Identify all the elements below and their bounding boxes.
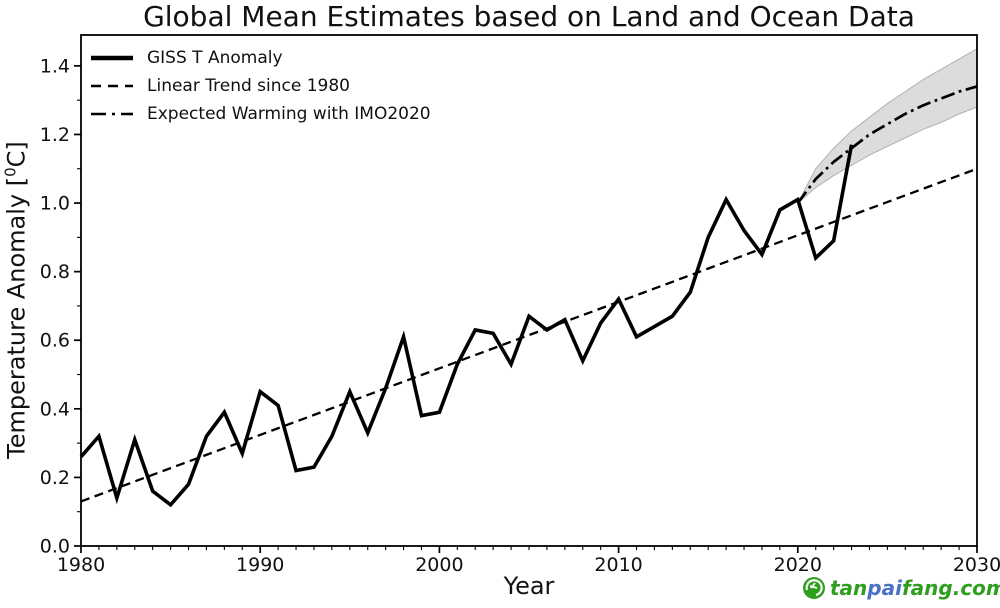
solid-line-icon (91, 55, 133, 61)
watermark-part: fang.com (901, 576, 1000, 600)
x-tick-label: 2030 (953, 554, 1000, 576)
dashdot-line-icon (91, 112, 133, 116)
watermark-part: tan (830, 576, 868, 600)
legend-label: Linear Trend since 1980 (147, 76, 350, 96)
x-tick-label: 2020 (774, 554, 822, 576)
y-tick-label: 0.0 (40, 536, 70, 558)
expected-warming-line (796, 85, 978, 204)
y-tick-label: 1.0 (40, 193, 70, 215)
watermark: tanpaifang.com (802, 576, 1000, 600)
y-tick-label: 0.4 (40, 398, 70, 420)
plot-border (80, 34, 978, 547)
giss-anomaly-line (79, 144, 854, 508)
linear-trend-line (80, 167, 978, 503)
x-tick-label: 1980 (57, 554, 105, 576)
x-tick-label: 2010 (594, 554, 642, 576)
y-tick-label: 0.2 (40, 467, 70, 489)
legend-label: GISS T Anomaly (147, 48, 283, 68)
legend-item-expected: Expected Warming with IMO2020 (90, 100, 431, 128)
legend-label: Expected Warming with IMO2020 (147, 104, 431, 124)
uncertainty-band (797, 47, 978, 204)
x-axis-label: Year (503, 572, 555, 600)
x-tick-label: 2000 (415, 554, 463, 576)
y-tick-label: 0.8 (40, 261, 70, 283)
legend-item-giss: GISS T Anomaly (90, 44, 431, 72)
y-tick-label: 0.6 (40, 330, 70, 352)
legend-item-trend: Linear Trend since 1980 (90, 72, 431, 100)
tanpaifang-logo-icon (803, 577, 825, 599)
y-tick-label: 1.4 (40, 55, 70, 77)
dashed-line-icon (91, 84, 133, 88)
y-axis-label: Temperature Anomaly [0C] (1, 141, 31, 459)
watermark-text: tanpaifang.com (830, 576, 1000, 600)
legend: GISS T Anomaly Linear Trend since 1980 E… (90, 44, 431, 128)
watermark-part: pai (867, 576, 902, 600)
x-tick-label: 1990 (236, 554, 284, 576)
chart-title: Global Mean Estimates based on Land and … (143, 0, 915, 33)
y-tick-label: 1.2 (40, 124, 70, 146)
